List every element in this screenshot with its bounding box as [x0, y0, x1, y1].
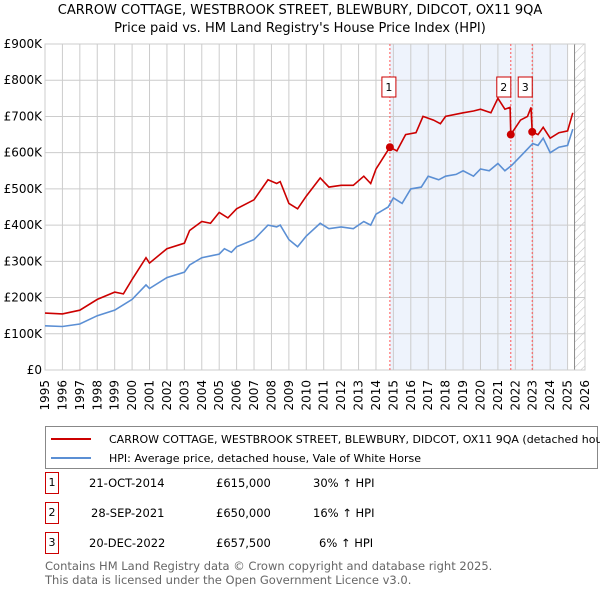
x-tick-label: 2010 — [299, 380, 313, 411]
y-tick-label: £500K — [4, 182, 44, 196]
price-chart: 1995 1996 1997 1998 1999 2000 2001 2002 2003 2004… — [4, 37, 592, 411]
x-tick-label: 2023 — [526, 380, 540, 411]
sale-label: 2 — [500, 81, 507, 94]
x-tick-label: 2006 — [230, 380, 244, 411]
legend-item-property: CARROW COTTAGE, WESTBROOK STREET, BLEWBU… — [46, 430, 600, 448]
x-tick-label: 2014 — [369, 380, 383, 411]
plot-border — [44, 43, 586, 371]
x-tick-label: 2009 — [282, 380, 296, 411]
x-tick-label: 2022 — [508, 380, 522, 411]
hpi-line — [44, 128, 574, 328]
legend-item-hpi: HPI: Average price, detached house, Vale… — [46, 449, 421, 467]
sale-price: £650,000 — [216, 506, 271, 520]
x-tick-label: 1995 — [38, 380, 52, 411]
sale-label-box — [496, 76, 512, 98]
sale-point — [528, 127, 537, 136]
x-tick-label: 2005 — [212, 380, 226, 411]
sale-label-box — [381, 76, 397, 98]
y-tick-label: £200K — [4, 291, 44, 305]
table-row: 3 20-DEC-2022 £657,500 6% ↑ HPI — [45, 532, 445, 554]
x-tick-label: 2012 — [334, 380, 348, 411]
x-tick-label: 2000 — [125, 380, 139, 411]
x-tick-label: 1999 — [108, 380, 122, 411]
y-tick-label: £900K — [4, 37, 44, 51]
property-price-line — [44, 96, 574, 315]
x-tick-label: 2024 — [543, 380, 557, 411]
x-tick-label: 1998 — [90, 380, 104, 411]
legend: CARROW COTTAGE, WESTBROOK STREET, BLEWBU… — [45, 426, 600, 469]
footer: Contains HM Land Registry data © Crown c… — [45, 559, 492, 587]
table-row: 2 28-SEP-2021 £650,000 16% ↑ HPI — [45, 502, 445, 524]
x-tick-label: 2016 — [404, 380, 418, 411]
sale-number: 1 — [45, 472, 59, 494]
x-tick-label: 2021 — [491, 380, 505, 411]
x-tick-label: 1997 — [73, 380, 87, 411]
sale-price: £615,000 — [216, 476, 271, 490]
y-tick-label: £400K — [4, 218, 44, 232]
legend-swatch-blue — [51, 457, 91, 459]
y-tick-label: £800K — [4, 73, 44, 87]
y-tick-label: £600K — [4, 146, 44, 160]
x-tick-label: 2015 — [386, 380, 400, 411]
licence-text: This data is licensed under the Open Gov… — [45, 573, 412, 587]
x-tick-label: 2004 — [195, 380, 209, 411]
y-tick-label: £700K — [4, 109, 44, 123]
sale-label: 1 — [385, 81, 392, 94]
ownership-shading — [389, 44, 568, 370]
x-tick-label: 2025 — [561, 380, 575, 411]
x-tick-label: 2013 — [352, 380, 366, 411]
sale-number: 2 — [45, 502, 59, 524]
future-hatch — [574, 44, 585, 370]
sale-date: 28-SEP-2021 — [91, 506, 165, 520]
x-tick-label: 2001 — [143, 380, 157, 411]
x-tick-label: 2007 — [247, 380, 261, 411]
chart-subtitle: Price paid vs. HM Land Registry's House … — [114, 21, 486, 36]
x-tick-label: 2008 — [264, 380, 278, 411]
sale-date: 20-DEC-2022 — [89, 536, 166, 550]
y-tick-label: £0 — [27, 363, 42, 377]
sale-point — [385, 143, 394, 152]
sale-hpi-change: 30% ↑ HPI — [313, 476, 375, 490]
sale-label-box — [517, 76, 533, 98]
y-tick-label: £300K — [4, 254, 44, 268]
x-tick-label: 2026 — [578, 380, 592, 411]
x-tick-label: 2011 — [317, 380, 331, 411]
copyright-text: Contains HM Land Registry data © Crown c… — [45, 559, 493, 573]
sale-date: 21-OCT-2014 — [89, 476, 165, 490]
chart-title: CARROW COTTAGE, WESTBROOK STREET, BLEWBU… — [57, 3, 543, 18]
sale-label: 3 — [522, 81, 529, 94]
sale-hpi-change: 6% ↑ HPI — [319, 536, 374, 550]
x-tick-label: 2017 — [421, 380, 435, 411]
sale-hpi-change: 16% ↑ HPI — [313, 506, 375, 520]
sale-point — [506, 130, 515, 139]
x-tick-label: 2002 — [160, 380, 174, 411]
x-tick-label: 2019 — [456, 380, 470, 411]
x-tick-label: 2020 — [473, 380, 487, 411]
legend-label: HPI: Average price, detached house, Vale… — [109, 451, 421, 465]
table-row: 1 21-OCT-2014 £615,000 30% ↑ HPI — [45, 472, 445, 494]
legend-swatch-red — [51, 438, 91, 440]
legend-label: CARROW COTTAGE, WESTBROOK STREET, BLEWBU… — [109, 432, 600, 446]
x-tick-label: 2003 — [177, 380, 191, 411]
x-tick-label: 2018 — [439, 380, 453, 411]
x-tick-label: 1996 — [55, 380, 69, 411]
sale-number: 3 — [45, 532, 59, 554]
y-tick-label: £100K — [4, 327, 44, 341]
sale-price: £657,500 — [216, 536, 271, 550]
